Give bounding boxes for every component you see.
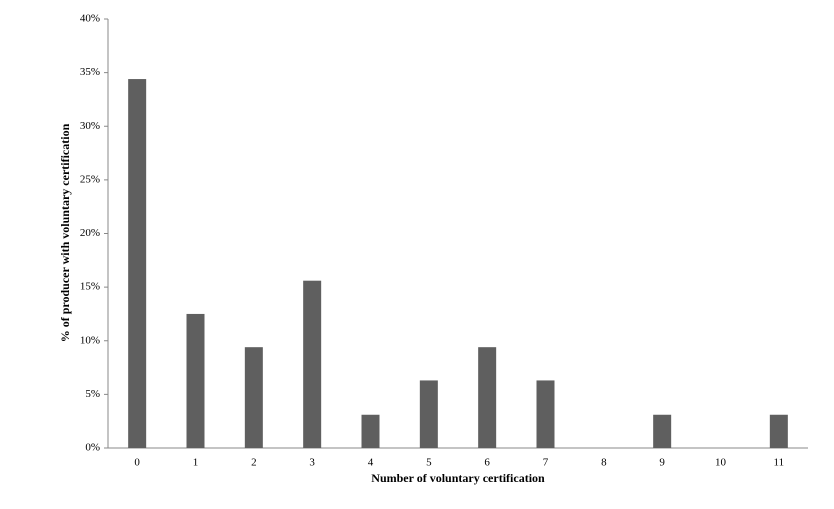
y-tick-label: 10% [80,334,100,346]
bar [361,414,380,448]
x-tick-label: 5 [426,457,432,469]
y-tick-label: 0% [85,442,100,454]
bar [186,313,205,448]
y-tick-label: 30% [80,120,100,132]
y-tick-label: 20% [80,227,100,239]
x-tick-label: 2 [251,457,257,469]
x-tick-label: 3 [309,457,315,469]
bar [653,414,672,448]
x-tick-label: 7 [543,457,549,469]
x-tick-label: 1 [193,457,199,469]
x-tick-label: 4 [368,457,374,469]
bar [303,280,322,448]
x-tick-label: 0 [134,457,140,469]
x-tick-label: 9 [659,457,665,469]
bar [128,79,147,448]
y-tick-label: 40% [80,13,100,25]
bar [478,347,497,448]
y-tick-label: 25% [80,173,100,185]
y-tick-label: 35% [80,66,100,78]
x-axis-title: Number of voluntary certification [371,471,545,485]
x-tick-label: 11 [774,457,785,469]
x-tick-label: 6 [484,457,490,469]
bar [769,414,788,448]
bar [419,380,438,448]
y-axis-title: % of producer with voluntary certificati… [58,123,72,342]
y-tick-label: 15% [80,281,100,293]
x-tick-label: 10 [715,457,727,469]
bar [244,347,263,448]
x-tick-label: 8 [601,457,607,469]
y-tick-label: 5% [85,388,100,400]
bar [536,380,555,448]
